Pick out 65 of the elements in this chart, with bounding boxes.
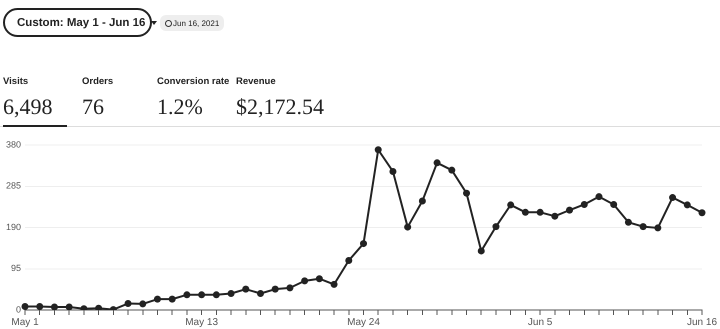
point	[595, 193, 602, 200]
text: Jun 16, 2021	[173, 18, 220, 28]
x-tick-label: May 24	[347, 316, 380, 328]
point	[183, 291, 190, 298]
text: Orders	[82, 76, 114, 87]
text: Custom: May 1 - Jun 16	[17, 16, 146, 28]
point	[154, 296, 161, 303]
point	[507, 201, 514, 208]
text: $2,172.54	[236, 94, 324, 120]
point	[66, 303, 73, 310]
point	[256, 290, 264, 297]
point	[330, 280, 338, 288]
point	[139, 300, 146, 308]
point	[463, 190, 470, 197]
point	[434, 159, 441, 166]
point	[624, 218, 632, 226]
point	[654, 224, 662, 232]
y-tick-label: 285	[6, 180, 22, 191]
point	[50, 303, 58, 310]
point	[566, 206, 574, 214]
x-tick-label: Jun 5	[528, 316, 553, 328]
point	[389, 168, 396, 175]
point	[669, 194, 676, 202]
text: Conversion rate	[157, 76, 230, 87]
point	[242, 286, 250, 293]
point	[168, 296, 176, 303]
y-tick-label: 190	[6, 222, 22, 232]
point	[492, 223, 500, 230]
point	[345, 257, 352, 264]
point	[404, 224, 412, 231]
x-tick-label: May 13	[185, 316, 218, 328]
point	[448, 166, 456, 174]
point	[316, 275, 323, 282]
point	[640, 223, 647, 230]
point	[522, 208, 529, 216]
point	[36, 303, 44, 310]
point	[286, 284, 294, 292]
point	[22, 303, 29, 310]
text: Revenue	[236, 76, 276, 87]
point	[610, 200, 618, 208]
point	[536, 208, 544, 216]
point	[228, 290, 235, 297]
text: 76	[82, 94, 104, 120]
point	[580, 200, 588, 208]
x-tick-label: Jun 16	[686, 316, 718, 328]
point	[374, 146, 382, 154]
text: 1.2%	[157, 94, 203, 120]
point	[272, 286, 279, 293]
text: 6,498	[3, 94, 52, 120]
point	[95, 304, 102, 310]
point	[684, 201, 691, 208]
y-tick-label: 95	[11, 263, 22, 274]
point	[698, 209, 706, 216]
text: Visits	[3, 76, 28, 87]
point	[198, 291, 206, 298]
point	[212, 291, 220, 298]
point	[418, 198, 426, 205]
y-tick-label: 0	[16, 304, 22, 314]
point	[360, 240, 368, 248]
x-tick-label: May 1	[11, 316, 40, 328]
point	[124, 300, 132, 307]
point	[478, 247, 485, 254]
point	[301, 277, 308, 284]
y-tick-label: 380	[6, 139, 22, 150]
point	[551, 212, 558, 220]
